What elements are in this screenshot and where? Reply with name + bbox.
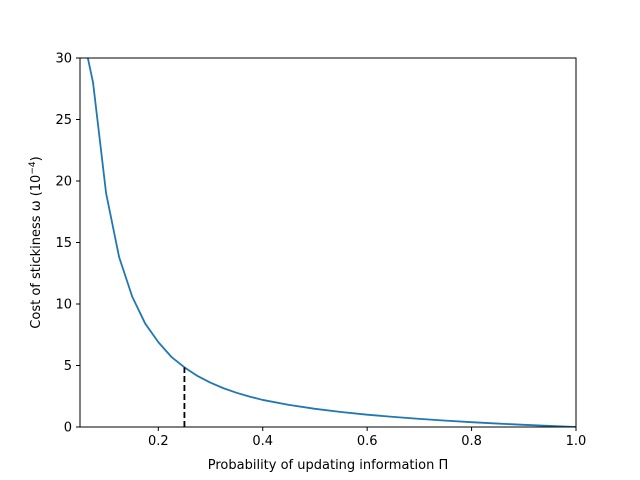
y-tick-label: 25 [55, 113, 72, 128]
x-tick-label: 0.4 [252, 434, 273, 449]
series-line-0 [86, 58, 576, 427]
y-axis-label: Cost of stickiness ω (10−4) [28, 156, 44, 328]
x-tick-label: 0.6 [357, 434, 378, 449]
y-tick-label: 20 [55, 175, 72, 190]
y-tick-label: 30 [55, 52, 72, 67]
plot-frame [79, 57, 577, 428]
x-tick-label: 0.8 [461, 434, 482, 449]
y-axis-label-close: ) [29, 156, 44, 161]
x-tick-label: 0.2 [148, 434, 169, 449]
y-tick-label: 15 [55, 236, 72, 251]
ticks-layer: 0.2 0.4 0.6 0.8 1.0 0 5 10 15 20 25 30 [55, 52, 586, 450]
y-axis-label-main: Cost of stickiness ω (10 [29, 175, 44, 329]
x-axis-label: Probability of updating information Π [208, 458, 449, 473]
x-tick-label: 1.0 [566, 434, 587, 449]
y-axis-label-exponent: −4 [28, 161, 38, 175]
plot-layer [86, 58, 576, 427]
y-tick-label: 5 [64, 359, 72, 374]
y-tick-label: 10 [55, 298, 72, 313]
y-tick-label: 0 [64, 421, 72, 436]
